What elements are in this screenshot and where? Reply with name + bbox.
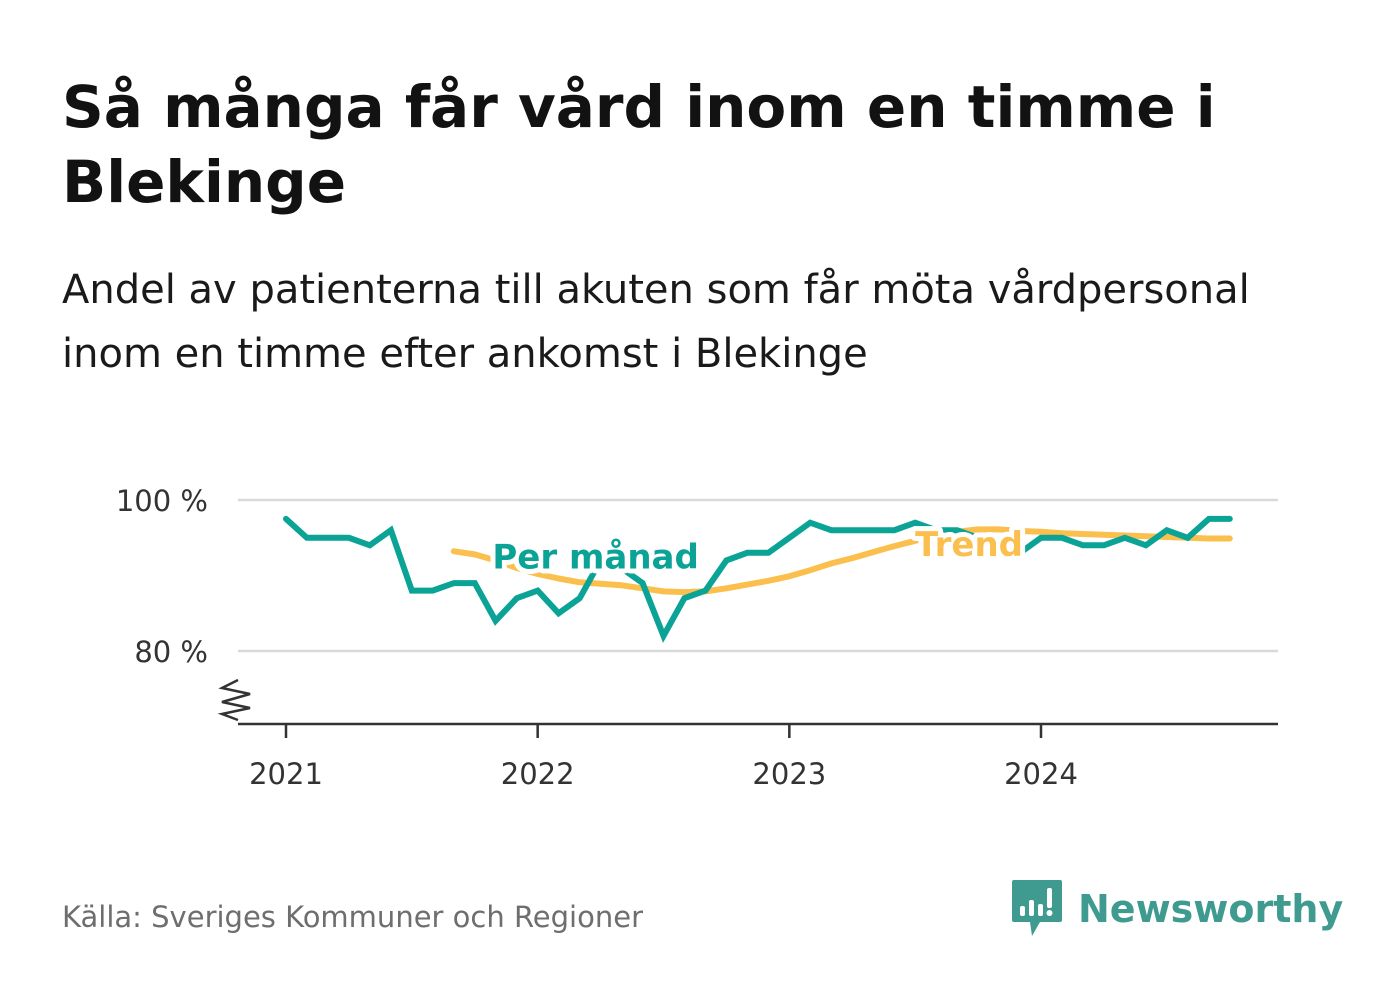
x-tick-label: 2021 [249, 757, 323, 791]
series-label-trend: Trend [915, 525, 1023, 565]
trend-series-line [450, 526, 1233, 596]
x-tick-label: 2023 [752, 757, 826, 791]
y-tick-label: 100 % [116, 484, 208, 518]
source-note: Källa: Sveriges Kommuner och Regioner [62, 900, 644, 934]
axis-break-icon [217, 678, 251, 722]
series-label-monthly: Per månad [492, 538, 698, 578]
chart-title: Så många får vård inom en timme i Blekin… [62, 73, 1216, 216]
brand-name: Newsworthy [1078, 887, 1344, 931]
x-tick-label: 2022 [501, 757, 575, 791]
newsworthy-logo-icon [1012, 880, 1062, 936]
monthly-series-line [283, 515, 1233, 643]
x-tick-label: 2024 [1004, 757, 1078, 791]
line-chart: 80 % 100 % 2021 2022 2023 2024 Per månad Trend [116, 484, 1278, 791]
brand-logo: Newsworthy [1010, 878, 1343, 940]
chart-subtitle: Andel av patienterna till akuten som får… [62, 267, 1250, 377]
y-tick-label: 80 % [134, 635, 208, 669]
